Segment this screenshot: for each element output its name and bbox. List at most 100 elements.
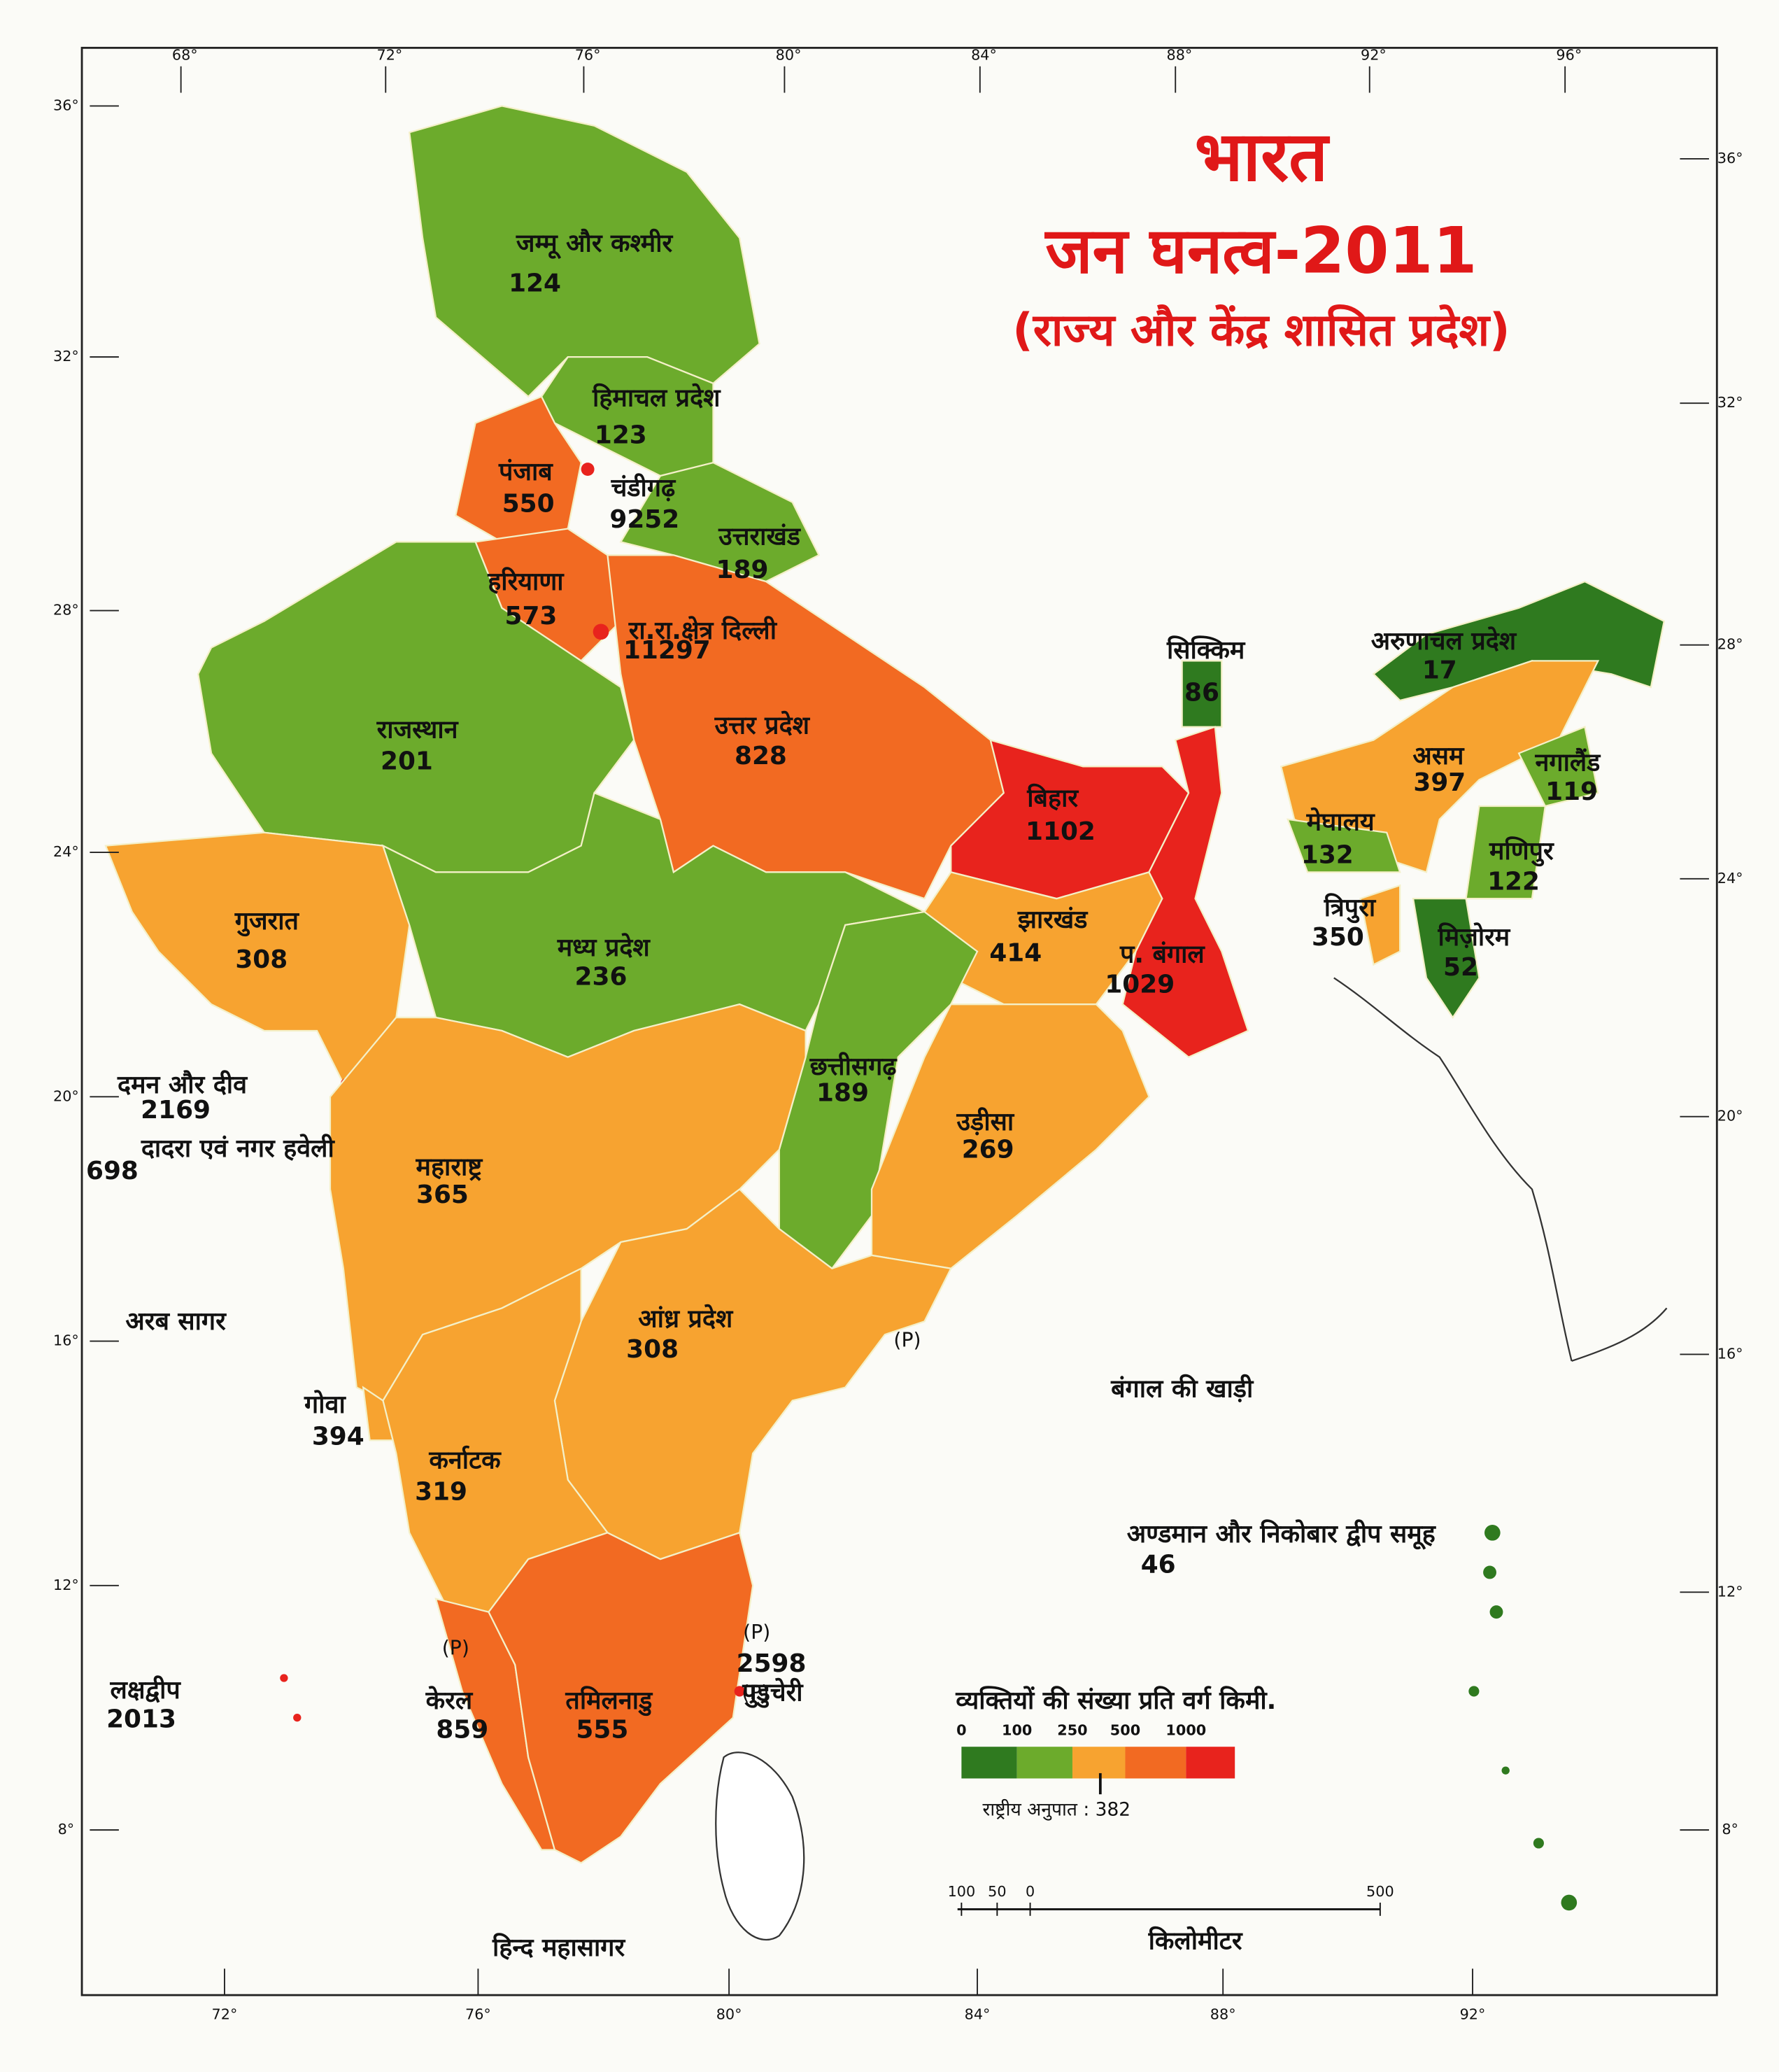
region-name: दादरा एवं नगर हवेली (141, 1134, 336, 1163)
region-density: 365 (416, 1181, 469, 1209)
scale-unit: किलोमीटर (1148, 1926, 1243, 1956)
region-name: गुजरात (234, 907, 300, 937)
water-body-label: अरब सागर (125, 1307, 227, 1336)
region-density: 550 (502, 490, 555, 519)
region-name: गोवा (304, 1390, 346, 1419)
longitude-label: 76° (575, 47, 601, 64)
longitude-label: 68° (172, 47, 198, 64)
region-dot (1468, 1686, 1480, 1697)
region-density: 132 (1301, 841, 1354, 870)
region-dot (581, 463, 595, 477)
region-dot (734, 1686, 745, 1697)
region-name: त्रिपुरा (1324, 893, 1377, 924)
latitude-label: 28° (1717, 636, 1743, 653)
region-density: 397 (1413, 768, 1466, 797)
region-dot (1484, 1525, 1501, 1541)
region-density: 319 (415, 1478, 467, 1507)
scale-tick-label: 100 (948, 1883, 976, 1900)
latitude-label: 28° (53, 602, 79, 619)
region-dot (293, 1713, 302, 1722)
region-density: 269 (962, 1136, 1014, 1164)
region-density: 11297 (623, 636, 711, 665)
latitude-label: 16° (1717, 1345, 1743, 1362)
region-dot (1533, 1838, 1544, 1849)
region-shape (619, 461, 821, 583)
region-name: जम्मू और कश्मीर (516, 229, 674, 260)
legend-tick-label: 1000 (1165, 1722, 1206, 1739)
region-density: 189 (716, 556, 769, 584)
region-density: 308 (235, 945, 288, 974)
region-name: असम (1412, 742, 1465, 770)
legend-tick-label: 100 (1002, 1722, 1032, 1739)
region-density: 414 (989, 938, 1042, 967)
region-density: 394 (312, 1422, 364, 1451)
region-shape (1412, 898, 1480, 1020)
region-name: महाराष्ट्र (416, 1153, 484, 1181)
region-density: 52 (1443, 953, 1478, 982)
region-density: 573 (505, 602, 558, 630)
latitude-label: 24° (53, 843, 79, 860)
longitude-label: 72° (212, 2006, 238, 2022)
region-shape (607, 554, 1005, 900)
region-name: मध्य प्रदेश (557, 933, 651, 962)
longitude-label: 84° (965, 2006, 991, 2022)
latitude-label: 36° (53, 97, 79, 113)
region-name: उत्तर प्रदेश (714, 711, 811, 740)
region-name: चंडीगढ़ (611, 473, 676, 502)
longitude-label: 84° (971, 47, 997, 64)
region-name: मेघालय (1306, 808, 1375, 837)
region-shape (488, 1531, 754, 1864)
region-density: 124 (509, 269, 561, 297)
region-name: लक्षद्वीप (110, 1675, 182, 1705)
port-marker: (P) (742, 1682, 769, 1705)
region-shape (870, 1003, 1150, 1269)
region-name: पुडुचेरी (742, 1678, 804, 1709)
region-layer (104, 105, 1666, 1911)
region-name: कर्नाटक (428, 1445, 502, 1474)
sri-lanka-outline (715, 1752, 805, 1940)
region-name: मणिपुर (1489, 836, 1554, 867)
region-density: 189 (816, 1079, 869, 1108)
latitude-label: 8° (1722, 1821, 1738, 1838)
region-dot (1489, 1605, 1503, 1619)
port-marker: (P) (893, 1329, 921, 1352)
region-dot (1483, 1565, 1496, 1579)
legend-swatch (1186, 1747, 1235, 1779)
latitude-label: 20° (53, 1087, 79, 1104)
region-shape (1359, 884, 1401, 966)
region-dot (593, 623, 609, 640)
map-frame (80, 46, 1718, 1996)
region-density: 86 (1184, 679, 1219, 707)
region-name: बिहार (1026, 784, 1079, 813)
region-dot (1561, 1894, 1578, 1911)
longitude-label: 96° (1556, 47, 1582, 64)
region-shape (382, 1267, 609, 1613)
region-density: 698 (86, 1157, 139, 1185)
region-name: प. बंगाल (1119, 940, 1205, 968)
legend-tick-label: 500 (1110, 1722, 1140, 1739)
region-density: 123 (595, 421, 647, 449)
region-density: 17 (1422, 656, 1457, 684)
region-name: दमन और दीव (117, 1070, 248, 1099)
latitude-label: 32° (53, 348, 79, 365)
region-density: 2598 (737, 1649, 807, 1678)
coastline (1333, 977, 1668, 1362)
region-name: हिमाचल प्रदेश (592, 383, 721, 413)
longitude-label: 92° (1361, 47, 1387, 64)
region-density: 308 (626, 1335, 679, 1364)
longitude-label: 88° (1210, 2006, 1236, 2022)
region-density: 828 (735, 742, 787, 770)
latitude-label: 24° (1717, 870, 1743, 887)
region-density: 9252 (609, 505, 679, 534)
region-shape (1465, 805, 1547, 900)
region-name: तमिलनाडु (565, 1686, 653, 1717)
legend-swatch (961, 1747, 1017, 1779)
latitude-label: 36° (1717, 150, 1743, 167)
region-name: राजस्थान (376, 715, 459, 744)
legend-swatch (1016, 1747, 1072, 1779)
region-density: 2169 (141, 1096, 211, 1125)
region-density: 350 (1312, 923, 1364, 952)
port-marker: (P) (442, 1636, 469, 1659)
region-shape (1181, 660, 1223, 728)
region-shape (104, 831, 411, 1085)
